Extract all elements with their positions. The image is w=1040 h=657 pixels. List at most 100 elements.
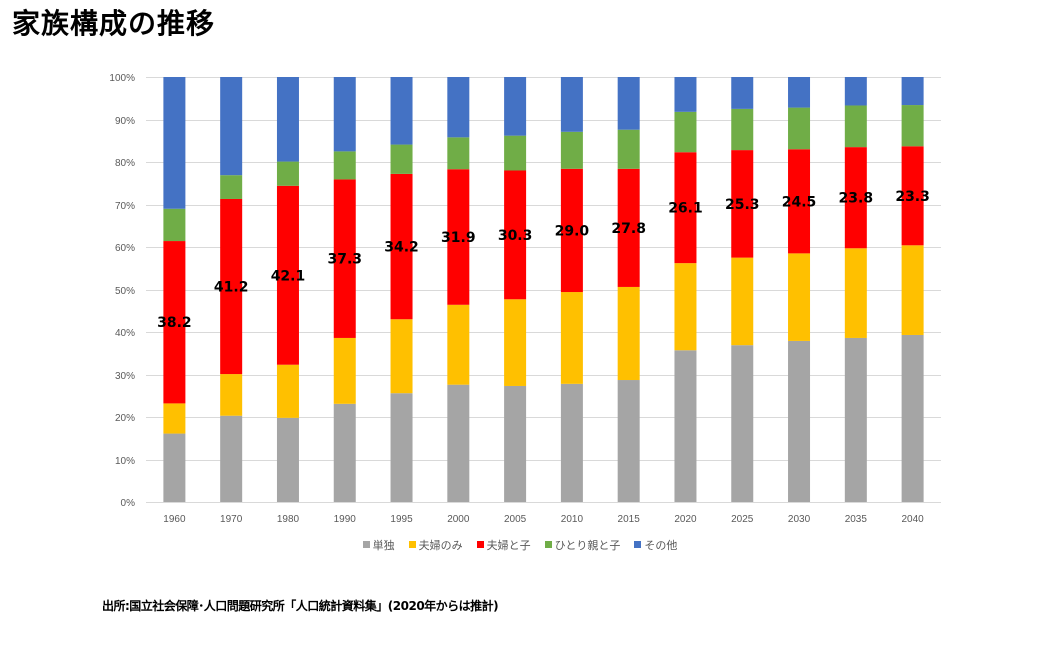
bar-segment: [560, 292, 583, 384]
bar-segment: [560, 168, 583, 293]
data-label: 37.3: [327, 252, 362, 268]
bar-segment: [163, 403, 186, 434]
x-tick-label: 2040: [901, 514, 924, 525]
bar-segment: [276, 417, 299, 502]
data-label: 27.8: [611, 221, 646, 237]
bar-segment: [504, 135, 527, 171]
bar-segment: [617, 286, 640, 381]
y-tick-label: 60%: [115, 243, 135, 254]
data-label: 41.2: [214, 280, 249, 296]
bar-segment: [674, 263, 697, 351]
bar-stack: [560, 77, 583, 502]
legend-item: 夫婦と子: [476, 537, 531, 553]
bar-segment: [731, 77, 754, 109]
bar-stack: [333, 77, 356, 502]
bar-segment: [390, 319, 413, 394]
bar-segment: [788, 253, 811, 341]
bar-segment: [674, 77, 697, 112]
x-tick-label: 1980: [277, 514, 300, 525]
data-label: 31.9: [441, 230, 476, 246]
bar-stack: [390, 77, 413, 502]
bar-segment: [901, 334, 924, 502]
bar-segment: [276, 185, 299, 365]
bar-segment: [163, 241, 186, 404]
page-title: 家族構成の推移: [12, 7, 216, 40]
bar-segment: [220, 374, 243, 416]
bar-segment: [901, 77, 924, 106]
bar-segment: [504, 77, 527, 136]
x-tick-label: 2000: [447, 514, 470, 525]
legend-swatch: [362, 541, 370, 548]
bar-segment: [504, 299, 527, 386]
y-tick-label: 30%: [115, 371, 135, 382]
bar-segment: [731, 108, 754, 151]
legend-swatch: [544, 541, 552, 548]
bar-segment: [163, 433, 186, 502]
y-tick-label: 90%: [115, 116, 135, 127]
bar-segment: [901, 245, 924, 335]
x-tick-label: 2030: [788, 514, 811, 525]
y-tick-label: 50%: [115, 286, 135, 297]
bar-segment: [674, 152, 697, 264]
bar-segment: [276, 77, 299, 162]
x-axis-ticks: 1960 1970 1980 1990 1995 2000 2005 2010 2015 2020…: [163, 514, 924, 525]
bar-segment: [788, 149, 811, 254]
data-label: 29.0: [555, 223, 590, 239]
y-tick-label: 0%: [121, 498, 136, 509]
legend-swatch: [476, 541, 484, 548]
bar-segment: [731, 257, 754, 346]
bar-stack: [844, 77, 867, 502]
bar-segment: [844, 105, 867, 148]
bar-stack: [788, 77, 811, 502]
bar-segment: [844, 77, 867, 106]
bar-segment: [844, 248, 867, 338]
bar-segment: [788, 77, 811, 108]
x-tick-label: 2025: [731, 514, 754, 525]
legend-item: その他: [634, 537, 677, 553]
x-tick-label: 1990: [334, 514, 357, 525]
bar-segment: [447, 169, 470, 305]
bar-stack: [731, 77, 754, 502]
x-tick-label: 2010: [561, 514, 584, 525]
bars: [163, 77, 924, 502]
bar-segment: [617, 380, 640, 502]
data-label: 42.1: [271, 268, 306, 284]
x-tick-label: 1960: [163, 514, 186, 525]
legend-label: その他: [644, 539, 678, 552]
y-tick-label: 40%: [115, 328, 135, 339]
bar-segment: [617, 129, 640, 169]
stacked-bar-chart: 0%10%20%30%40%50%60%70%80%90%100% 1960 19…: [109, 73, 941, 525]
bar-segment: [447, 304, 470, 385]
bar-segment: [390, 144, 413, 174]
bar-segment: [447, 137, 470, 170]
bar-segment: [674, 350, 697, 502]
bar-segment: [447, 384, 470, 502]
data-label: 25.3: [725, 197, 760, 213]
legend-item: 単独: [362, 537, 395, 553]
gridlines: [146, 77, 941, 503]
y-tick-label: 20%: [115, 413, 135, 424]
y-tick-label: 80%: [115, 158, 135, 169]
x-tick-label: 2015: [618, 514, 641, 525]
y-tick-label: 70%: [115, 201, 135, 212]
x-tick-label: 2035: [845, 514, 868, 525]
bar-stack: [901, 77, 924, 502]
bar-segment: [220, 415, 243, 502]
bar-segment: [447, 77, 470, 138]
data-label: 23.3: [895, 189, 930, 205]
bar-segment: [731, 150, 754, 258]
bar-segment: [560, 77, 583, 132]
bar-segment: [220, 198, 243, 375]
bar-segment: [163, 208, 186, 242]
data-label: 24.5: [782, 194, 817, 210]
y-tick-label: 100%: [109, 73, 135, 84]
bar-segment: [617, 168, 640, 287]
bar-stack: [674, 77, 697, 502]
bar-segment: [333, 151, 356, 180]
bar-stack: [163, 77, 186, 502]
bar-segment: [731, 345, 754, 502]
bar-segment: [504, 385, 527, 502]
x-tick-label: 2020: [674, 514, 697, 525]
bar-segment: [333, 77, 356, 152]
legend-label: 単独: [372, 539, 395, 552]
